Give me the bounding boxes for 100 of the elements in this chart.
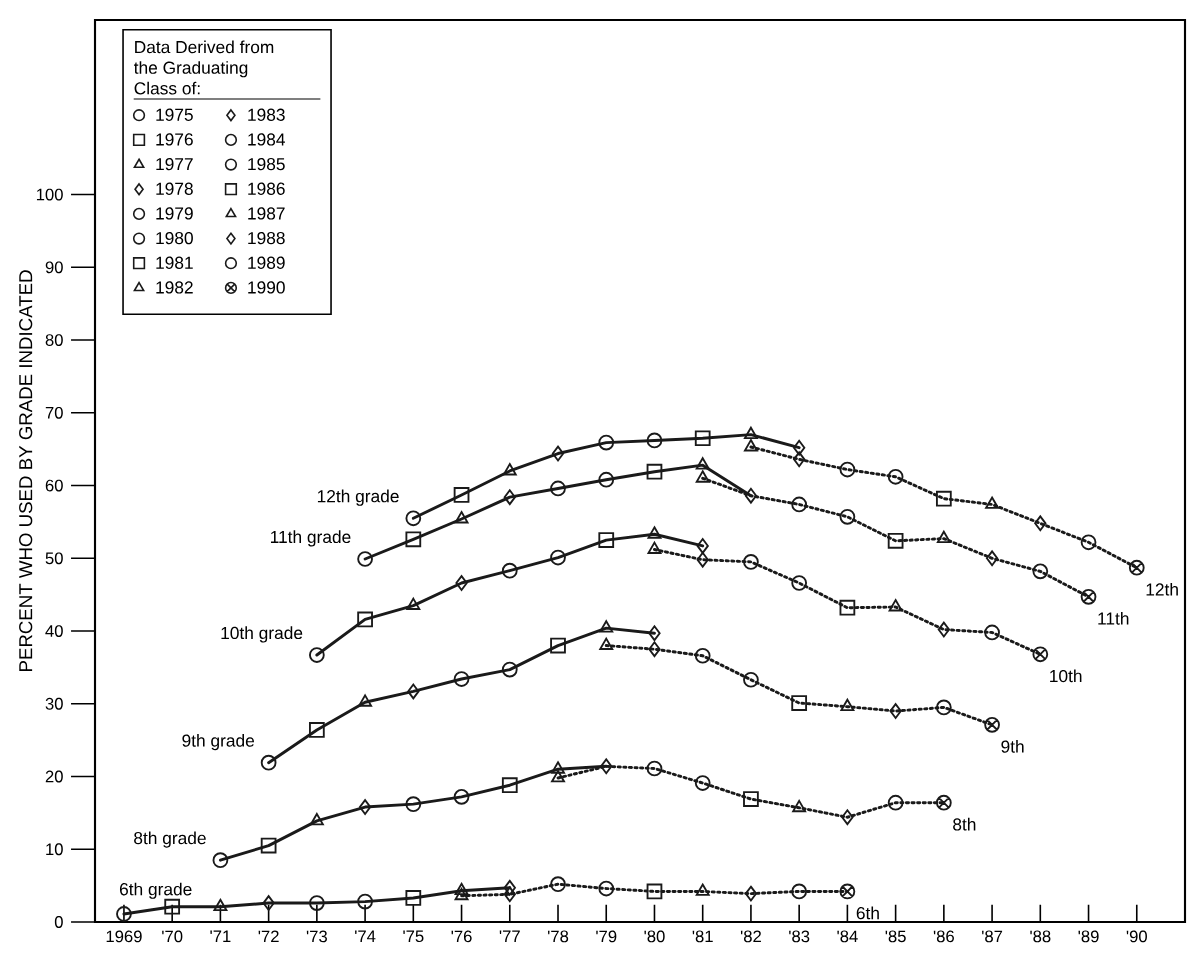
x-tick-label: '74 bbox=[355, 930, 376, 942]
point bbox=[501, 777, 518, 794]
annotation: 6th bbox=[856, 906, 879, 920]
legend-label: 1977 bbox=[156, 157, 193, 171]
x-tick-label: '81 bbox=[692, 930, 713, 943]
legend-label: 1979 bbox=[156, 207, 193, 220]
legend-label: 1983 bbox=[248, 108, 285, 121]
point bbox=[357, 551, 373, 567]
point bbox=[599, 637, 614, 650]
x-tick-label: 1969 bbox=[106, 930, 142, 943]
point bbox=[358, 799, 372, 815]
point bbox=[550, 637, 566, 654]
point bbox=[889, 703, 902, 719]
legend-title: Data Derived from the Graduating Class of: bbox=[133, 40, 274, 95]
x-tick-label: '83 bbox=[789, 930, 810, 943]
point bbox=[213, 898, 228, 912]
point bbox=[551, 761, 565, 774]
point bbox=[648, 641, 661, 658]
point bbox=[1032, 563, 1049, 580]
point bbox=[1034, 515, 1047, 532]
point bbox=[985, 550, 999, 567]
point bbox=[743, 426, 758, 440]
y-axis-title: PERCENT WHO USED BY GRADE INDICATED bbox=[19, 270, 33, 672]
point bbox=[308, 895, 325, 911]
point bbox=[405, 510, 422, 527]
point bbox=[1080, 534, 1097, 551]
x-tick-label: '82 bbox=[740, 930, 761, 943]
x-tick-label: '75 bbox=[403, 930, 424, 943]
annotation: 9th grade bbox=[182, 734, 255, 751]
annotation: 9th bbox=[1001, 740, 1024, 753]
point bbox=[646, 463, 663, 480]
y-tick-label: 50 bbox=[45, 552, 63, 565]
point bbox=[695, 883, 710, 896]
annotation: 11th grade bbox=[270, 530, 351, 547]
annotation: 10th bbox=[1050, 669, 1082, 683]
point bbox=[358, 694, 373, 707]
legend-label: 1984 bbox=[248, 133, 285, 146]
point bbox=[309, 813, 324, 826]
point bbox=[260, 754, 277, 771]
legend-label: 1989 bbox=[248, 256, 285, 269]
x-tick-label: '73 bbox=[306, 930, 327, 943]
point bbox=[984, 716, 1000, 733]
annotation: 8th bbox=[953, 817, 976, 831]
point bbox=[1080, 588, 1097, 605]
point bbox=[694, 647, 711, 664]
point bbox=[646, 432, 663, 449]
point bbox=[550, 876, 566, 893]
point bbox=[743, 554, 759, 570]
point bbox=[308, 647, 325, 663]
point bbox=[887, 532, 904, 549]
point bbox=[935, 794, 952, 811]
legend-label: 1975 bbox=[156, 108, 193, 121]
point bbox=[598, 471, 615, 488]
y-tick-label: 0 bbox=[54, 916, 63, 928]
point bbox=[501, 562, 518, 579]
x-tick-label: '77 bbox=[499, 930, 520, 942]
y-tick-label: 80 bbox=[45, 334, 63, 346]
point bbox=[791, 695, 808, 711]
point bbox=[937, 621, 950, 638]
point bbox=[743, 439, 758, 452]
point bbox=[453, 487, 470, 503]
point bbox=[453, 789, 470, 805]
y-tick-label: 90 bbox=[45, 261, 63, 274]
point bbox=[695, 470, 710, 483]
point bbox=[694, 430, 711, 447]
x-tick-label: '71 bbox=[210, 930, 231, 942]
point bbox=[503, 879, 516, 896]
point bbox=[744, 487, 758, 504]
point bbox=[164, 898, 181, 915]
x-tick-label: '70 bbox=[162, 930, 183, 943]
point bbox=[888, 599, 903, 612]
point bbox=[308, 722, 325, 738]
point bbox=[454, 511, 469, 524]
point bbox=[598, 532, 615, 548]
point bbox=[793, 439, 806, 456]
point bbox=[551, 770, 565, 783]
legend-label: 1980 bbox=[156, 231, 193, 245]
point bbox=[839, 461, 856, 478]
point bbox=[1128, 559, 1145, 576]
point bbox=[262, 895, 275, 911]
point bbox=[455, 575, 468, 591]
point bbox=[935, 490, 952, 507]
x-tick-label: '84 bbox=[837, 930, 858, 943]
y-tick-label: 20 bbox=[45, 770, 63, 783]
point bbox=[792, 799, 807, 813]
point bbox=[406, 597, 421, 610]
legend-label: 1986 bbox=[248, 182, 285, 195]
point bbox=[743, 671, 759, 688]
point bbox=[646, 883, 663, 900]
x-tick-label: '78 bbox=[547, 930, 569, 943]
point bbox=[695, 457, 710, 470]
point bbox=[839, 883, 856, 900]
point bbox=[887, 468, 904, 485]
legend-label: 1982 bbox=[156, 281, 193, 294]
annotation: 11th bbox=[1098, 611, 1129, 625]
annotation: 12th bbox=[1146, 582, 1178, 596]
point bbox=[935, 699, 952, 716]
point bbox=[503, 489, 516, 506]
legend-label: 1978 bbox=[156, 182, 193, 195]
x-tick-label: '80 bbox=[644, 930, 665, 943]
